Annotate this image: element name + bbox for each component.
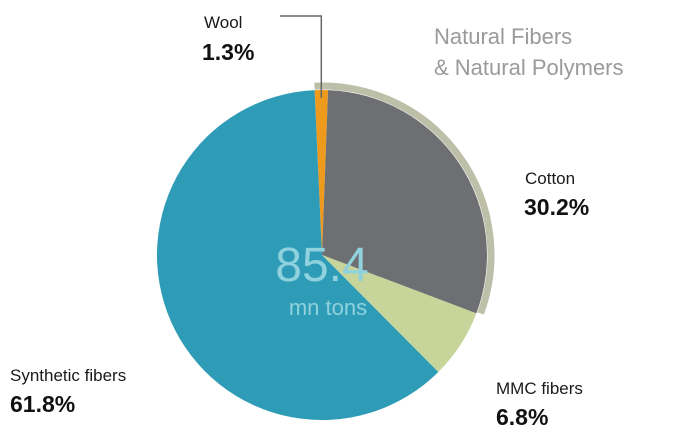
wool-leader-line	[280, 15, 323, 98]
group-label-line2: & Natural Polymers	[434, 55, 624, 80]
cotton-name-label: Cotton	[525, 169, 575, 188]
center-value: 85.4	[275, 239, 368, 292]
slice-cotton	[322, 90, 487, 314]
mmc-value-label: 6.8%	[496, 404, 548, 430]
slice-synthetic-fibers	[156, 90, 439, 421]
wool-value-label: 1.3%	[202, 39, 254, 65]
synthetic-name-label: Synthetic fibers	[10, 366, 126, 385]
group-label-line1: Natural Fibers	[434, 24, 572, 49]
natural-fibers-outline-arc	[314, 82, 495, 315]
center-unit: mn tons	[289, 295, 367, 320]
wool-name-label: Wool	[204, 13, 242, 32]
synthetic-value-label: 61.8%	[10, 391, 75, 417]
cotton-value-label: 30.2%	[524, 194, 589, 220]
mmc-name-label: MMC fibers	[496, 379, 583, 398]
pie-slices	[156, 90, 487, 421]
slice-mmc-fibers	[322, 255, 477, 373]
slice-wool	[314, 90, 329, 255]
